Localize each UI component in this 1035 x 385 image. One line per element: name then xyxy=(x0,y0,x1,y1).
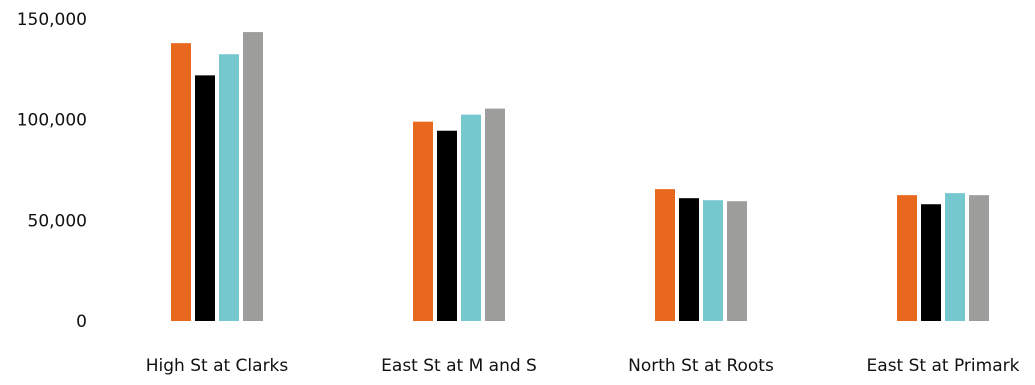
x-category-label: East St at Primark xyxy=(867,356,1020,376)
y-axis-tick-labels: 0 50,000 100,000 150,000 xyxy=(17,10,87,332)
bar-1-series-2 xyxy=(195,75,215,321)
bar-4-series-2 xyxy=(921,204,941,321)
bar-4-series-4 xyxy=(969,195,989,321)
bar-4-series-1 xyxy=(897,195,917,321)
y-tick-label: 150,000 xyxy=(17,10,87,30)
bar-3-series-1 xyxy=(655,189,675,321)
y-tick-label: 0 xyxy=(76,312,87,332)
bar-3-series-2 xyxy=(679,198,699,321)
bar-2-series-4 xyxy=(485,108,505,322)
bars xyxy=(171,32,989,322)
x-axis-category-labels: High St at Clarks East St at M and S North… xyxy=(146,356,1020,376)
bar-1-series-4 xyxy=(243,32,263,321)
bar-1-series-3 xyxy=(219,54,239,321)
bar-2-series-1 xyxy=(413,121,433,322)
bar-3-series-4 xyxy=(727,201,747,321)
x-category-label: East St at M and S xyxy=(381,356,537,376)
bar-3-series-3 xyxy=(703,200,723,321)
x-category-label: North St at Roots xyxy=(628,356,774,376)
bar-2-series-3 xyxy=(461,114,481,321)
bar-1-series-1 xyxy=(171,43,191,321)
x-category-label: High St at Clarks xyxy=(146,356,289,376)
y-tick-label: 100,000 xyxy=(17,111,87,131)
bar-2-series-2 xyxy=(437,130,457,321)
y-tick-label: 50,000 xyxy=(28,211,87,231)
bar-4-series-3 xyxy=(945,193,965,321)
